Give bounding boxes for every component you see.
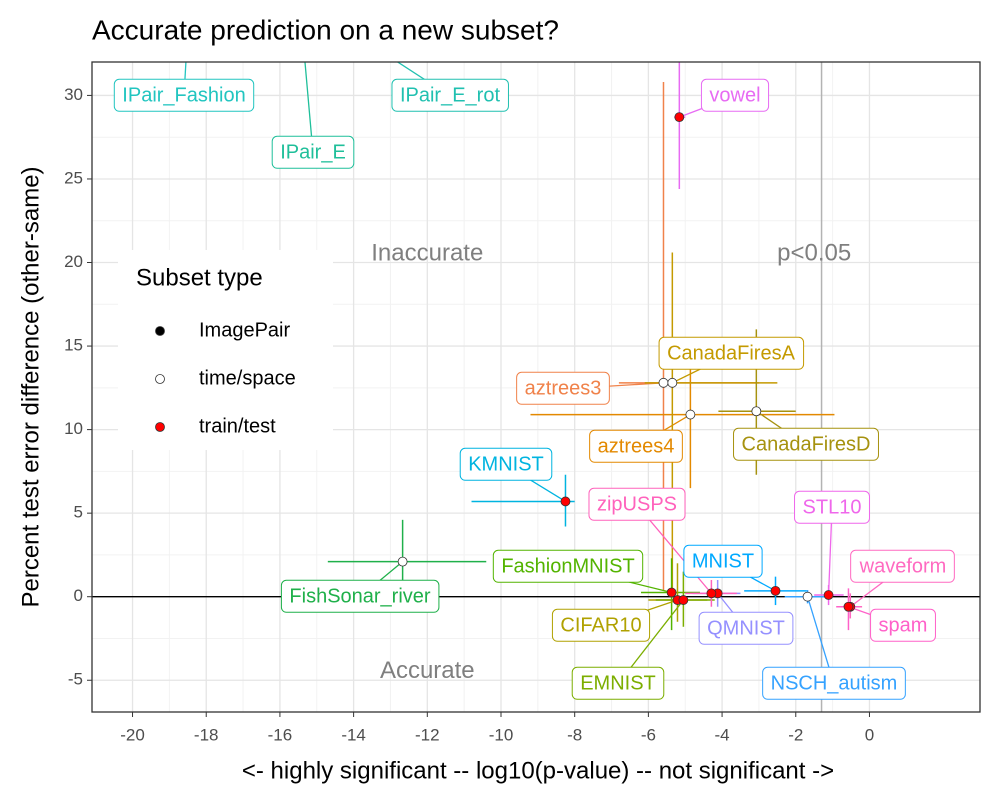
label-box [870,608,936,642]
chart-title: Accurate prediction on a new subset? [92,14,559,45]
label-box [459,447,553,481]
label-box [516,371,610,405]
annotation: p<0.05 [777,240,851,267]
label-box [391,78,509,112]
legend-label: ImagePair [199,319,290,341]
x-tick-label: 0 [865,725,874,744]
point [674,112,685,123]
point [802,591,813,602]
point-label: EMNIST [580,672,656,694]
label-box [762,666,906,700]
y-tick-label: 0 [74,586,83,605]
x-tick-label: -2 [788,725,803,744]
point-label: KMNIST [468,453,544,475]
point-label: IPair_E [280,141,346,163]
label-box [589,429,683,463]
point [560,496,571,507]
legend: Subset type ImagePair time/space train/test [118,250,333,450]
label-box [733,427,879,461]
point-label: FishSonar_river [289,585,431,607]
panel-border [91,61,981,713]
label-box [571,666,665,700]
legend-label: train/test [199,415,276,437]
point [658,377,669,388]
x-tick-label: -6 [641,725,656,744]
point-label: STL10 [803,496,862,518]
x-tick-label: -12 [415,725,440,744]
label-box [588,487,686,521]
label-box [280,579,440,613]
point-label: MNIST [692,550,754,572]
label-box [492,549,644,583]
y-tick-label: 30 [64,85,83,104]
label-box [271,135,355,169]
point-label: spam [879,614,928,636]
point [667,377,678,388]
y-tick-label: 15 [64,336,83,355]
x-tick-label: -14 [341,725,366,744]
point [685,409,696,420]
point-label: NSCH_autism [771,672,898,694]
x-tick-label: -10 [489,725,514,744]
label-box [551,608,651,642]
point [706,588,717,599]
label-box [683,544,763,578]
x-axis-title: <- highly significant -- log10(p-value) … [242,757,834,784]
point-label: aztrees4 [598,435,675,457]
point [751,406,762,417]
point [823,590,834,600]
legend-swatch [155,374,165,384]
annotation: Inaccurate [371,240,483,267]
point [843,601,854,612]
y-tick-label: 10 [64,419,83,438]
point-label: zipUSPS [597,493,677,515]
point-label: aztrees3 [525,377,602,399]
x-tick-label: -16 [268,725,293,744]
overlay: -20 -18 -16 -14 -12 -10 -8 -6 -4 -2 0-505101520253… [64,61,981,744]
point-label: IPair_E_rot [400,84,500,106]
x-tick-label: -8 [567,725,582,744]
label-box [850,549,955,583]
legend-swatch [155,326,165,336]
legend-label: time/space [199,367,296,389]
label-box [700,78,770,112]
label-box [113,78,255,112]
x-tick-label: -20 [120,725,145,744]
x-tick-label: -4 [715,725,730,744]
point-label: waveform [859,555,947,577]
point [397,556,408,567]
point-label: FashionMNIST [501,555,634,577]
point-label: vowel [709,84,760,106]
legend-box [118,250,333,450]
y-tick-label: -5 [68,670,83,689]
y-tick-label: 20 [64,252,83,271]
grid [92,62,980,712]
label-box [658,336,805,370]
label-box [698,611,794,645]
y-tick-label: 5 [74,503,83,522]
label-box [794,490,870,524]
point [666,587,677,598]
legend-swatch [155,422,165,432]
point-label: CanadaFiresA [667,342,796,364]
y-axis-title: Percent test error difference (other-sam… [17,166,44,607]
point [678,595,689,605]
point-label: CIFAR10 [560,614,641,636]
annotation: Accurate [380,657,475,684]
point-label: IPair_Fashion [122,84,245,106]
point-label: CanadaFiresD [742,433,871,455]
legend-title: Subset type [136,264,263,291]
label-leader [304,62,314,154]
point-label: QMNIST [707,617,785,639]
point [770,585,781,596]
x-tick-label: -18 [194,725,219,744]
y-tick-label: 25 [64,168,83,187]
